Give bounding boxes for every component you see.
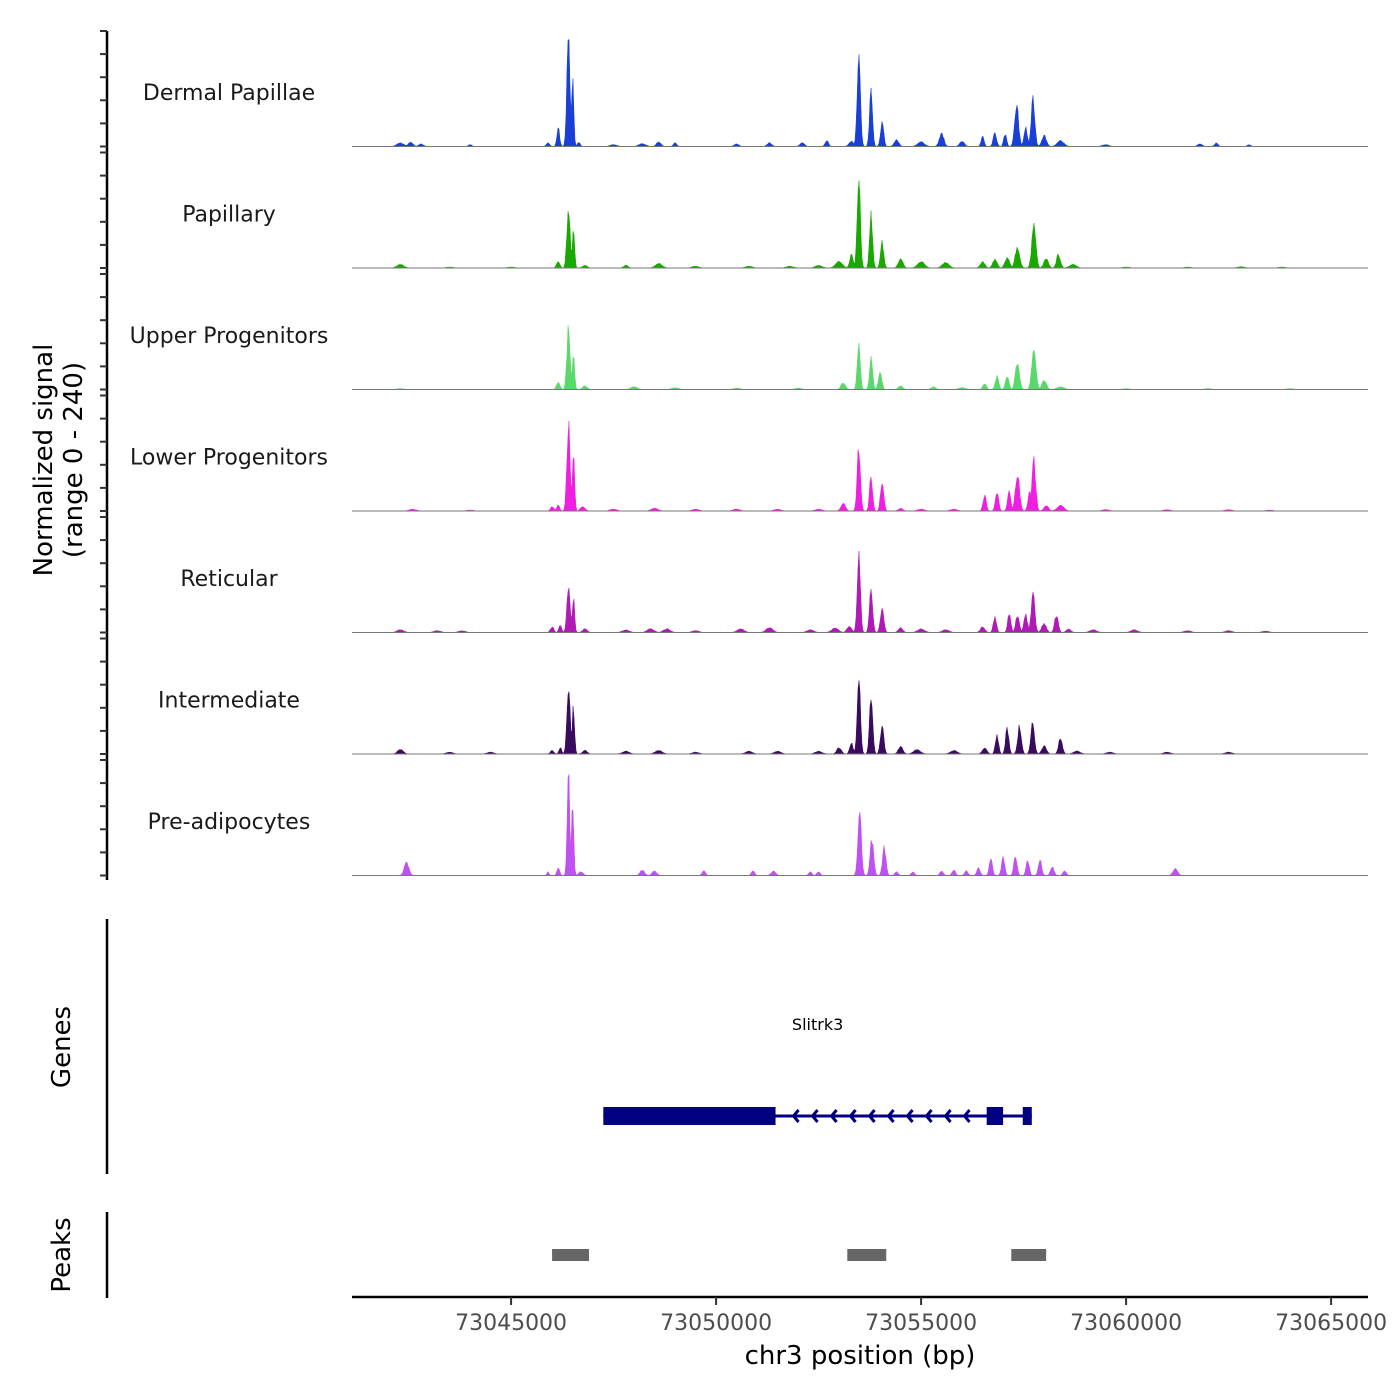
x-axis-title: chr3 position (bp) — [745, 1341, 976, 1371]
signal-area — [352, 680, 1368, 755]
strand-arrow-icon — [886, 1109, 895, 1123]
strand-arrow-icon — [867, 1109, 876, 1123]
track-papillary: Papillary — [182, 180, 1368, 269]
signal-area — [352, 180, 1368, 269]
signal-area — [352, 774, 1368, 876]
track-reticular: Reticular — [180, 550, 1368, 633]
x-tick-label: 73060000 — [1070, 1311, 1182, 1336]
track-label: Reticular — [180, 567, 278, 592]
signal-tracks: Dermal Papillae Papillary Upper Progenitor… — [130, 38, 1368, 876]
x-axis-ticks: 73045000 73050000 73055000 73060000 73065000 — [455, 1297, 1387, 1336]
genes-track-label: Genes — [47, 1006, 77, 1088]
track-upper-progenitors: Upper Progenitors — [130, 324, 1368, 390]
signal-area — [352, 38, 1368, 147]
x-tick-label: 73050000 — [660, 1311, 772, 1336]
signal-area — [352, 550, 1368, 633]
x-tick-label: 73045000 — [455, 1311, 567, 1336]
strand-arrow-icon — [829, 1109, 838, 1123]
peaks-axis-title: Peaks — [47, 1217, 77, 1292]
track-dermal-papillae: Dermal Papillae — [143, 38, 1368, 147]
track-label: Pre-adipocytes — [148, 810, 311, 835]
gene-exon — [603, 1107, 776, 1125]
track-label: Intermediate — [158, 689, 300, 714]
track-label: Papillary — [182, 203, 276, 228]
gene-exon — [1022, 1107, 1032, 1125]
strand-arrow-icon — [905, 1109, 914, 1123]
gene-label: Slitrk3 — [792, 1015, 843, 1034]
strand-arrow-icon — [943, 1109, 952, 1123]
peak-region — [847, 1249, 887, 1261]
x-tick-label: 73055000 — [865, 1311, 977, 1336]
signal-area — [352, 325, 1368, 390]
y-axis-title-range: (range 0 - 240) — [59, 362, 89, 558]
genes-axis-title: Genes — [47, 1006, 77, 1088]
y-axis-title: Normalized signal (range 0 - 240) — [29, 344, 89, 577]
track-label: Lower Progenitors — [130, 446, 328, 471]
strand-arrow-icon — [848, 1109, 857, 1123]
peak-regions-track — [552, 1249, 1047, 1261]
signal-area — [352, 420, 1368, 512]
x-tick-label: 73065000 — [1275, 1311, 1387, 1336]
strand-arrow-icon — [962, 1109, 971, 1123]
strand-arrow-icon — [810, 1109, 819, 1123]
track-label: Upper Progenitors — [130, 324, 329, 349]
track-pre-adipocytes: Pre-adipocytes — [148, 774, 1368, 876]
peaks-track-label: Peaks — [47, 1217, 77, 1292]
strand-arrow-icon — [791, 1109, 800, 1123]
track-lower-progenitors: Lower Progenitors — [130, 420, 1368, 512]
gene-annotation-track: Slitrk3 — [603, 1015, 1032, 1125]
gene-exon — [986, 1107, 1004, 1125]
signal-y-axis-ticks — [100, 30, 107, 877]
track-label: Dermal Papillae — [143, 81, 315, 106]
strand-arrow-icon — [924, 1109, 933, 1123]
peak-region — [552, 1249, 589, 1261]
track-intermediate: Intermediate — [158, 680, 1368, 755]
peak-region — [1011, 1249, 1047, 1261]
y-axis-title-main: Normalized signal — [29, 344, 59, 577]
